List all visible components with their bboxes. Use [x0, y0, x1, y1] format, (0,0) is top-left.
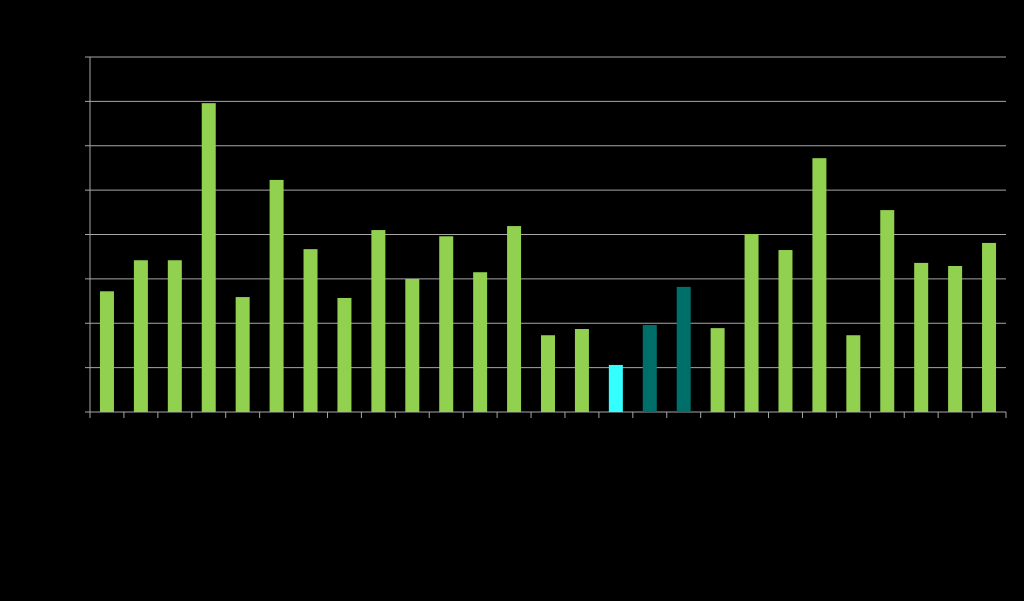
bar — [473, 272, 488, 412]
y-tick-label: 4 — [73, 227, 80, 241]
y-tick-label: 5 — [73, 182, 80, 196]
y-tick-label: 3 — [73, 271, 80, 285]
bar — [235, 297, 250, 412]
bar — [982, 242, 997, 412]
bar — [608, 364, 623, 412]
bar — [99, 291, 114, 412]
bar — [914, 262, 929, 412]
y-tick-label: 0 — [73, 404, 80, 418]
bar — [303, 249, 318, 412]
bar — [846, 335, 861, 412]
bar — [133, 260, 148, 412]
bar — [642, 325, 657, 412]
bar — [710, 328, 725, 412]
bar — [541, 335, 555, 412]
bar — [507, 226, 522, 412]
bar — [167, 260, 182, 412]
bar — [337, 297, 352, 412]
bar — [371, 230, 386, 412]
bar — [676, 286, 691, 412]
y-tick-label: 6 — [73, 138, 80, 152]
y-tick-label: 1 — [73, 360, 80, 374]
y-tick-label: 7 — [73, 94, 80, 108]
bar — [812, 158, 827, 412]
bar — [574, 329, 589, 412]
bar — [269, 179, 284, 412]
bar — [744, 234, 759, 412]
bar — [405, 278, 420, 412]
y-tick-label: 8 — [73, 49, 80, 63]
bar — [948, 266, 963, 412]
bar — [201, 103, 216, 413]
bar — [778, 250, 793, 412]
bar — [880, 210, 895, 412]
y-tick-label: 2 — [73, 315, 80, 329]
bar — [439, 236, 454, 412]
